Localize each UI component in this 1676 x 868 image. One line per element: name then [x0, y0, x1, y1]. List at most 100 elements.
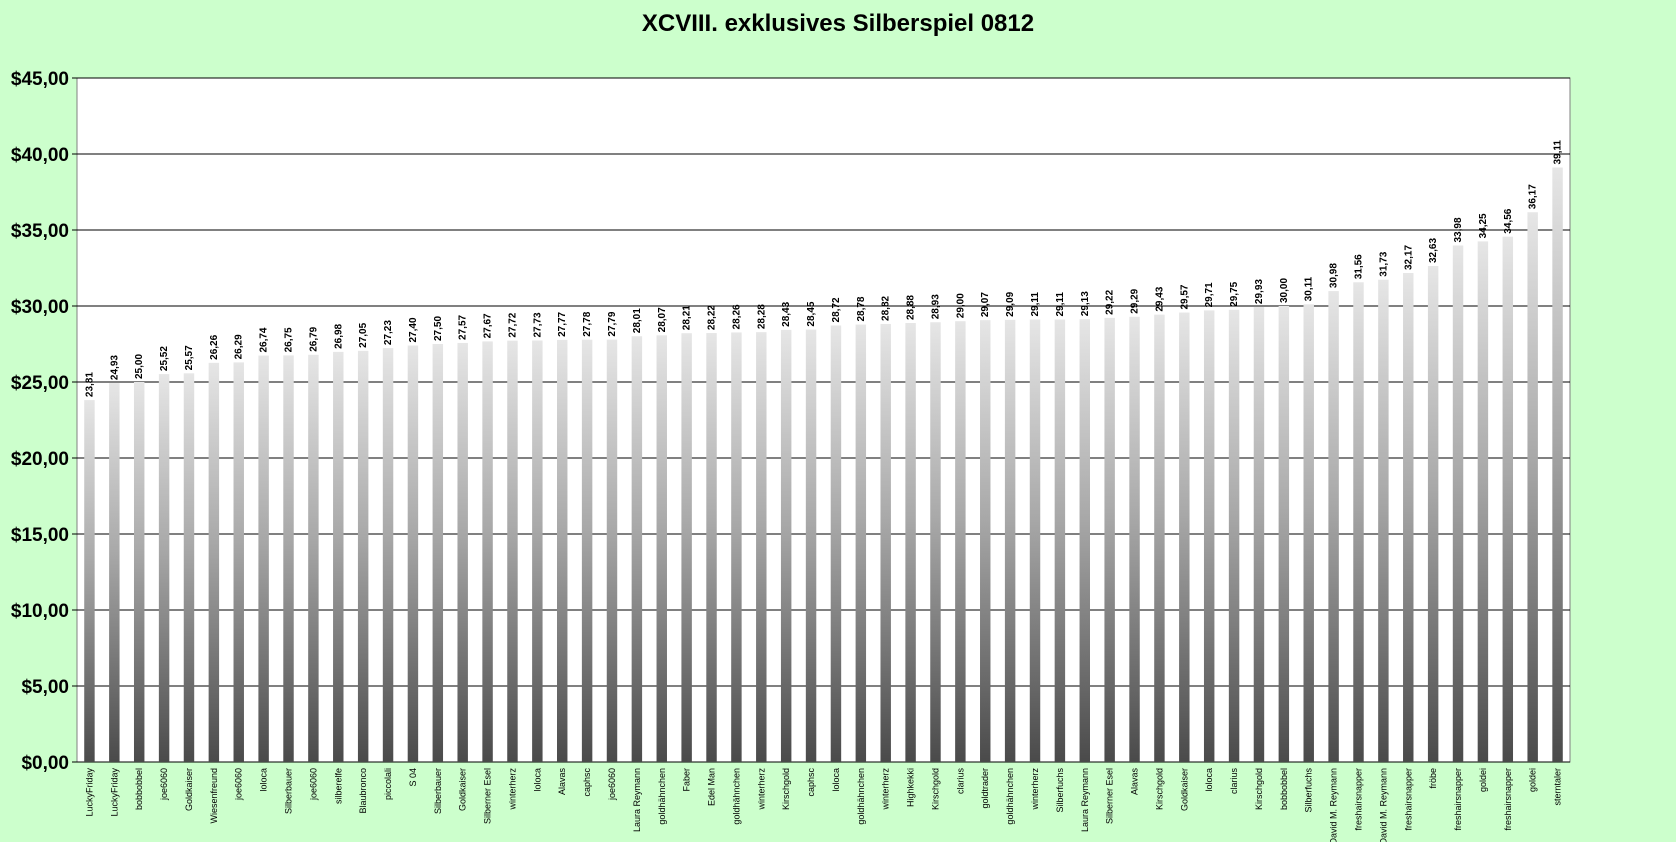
x-tick-label: Silberfuchs [1055, 768, 1065, 813]
y-axis-ticks: $0,00 $5,00 $10,00 $15,00 $20,00 $25,00 $30,00… [11, 69, 69, 774]
x-tick-label: winterherz [756, 768, 766, 811]
bar [1477, 241, 1489, 762]
bar [756, 332, 767, 762]
value-label: 29,11 [1055, 292, 1066, 317]
value-label: 27,57 [458, 314, 469, 339]
bar [1403, 273, 1414, 762]
x-tick-label: Alavas [557, 768, 567, 796]
bar [1004, 319, 1016, 762]
value-label: 28,21 [682, 305, 693, 330]
value-label: 29,75 [1229, 281, 1240, 306]
x-tick-label: loloca [259, 768, 269, 792]
value-label: 28,26 [731, 304, 742, 329]
bar [905, 323, 916, 762]
x-tick-label: loloca [831, 768, 841, 792]
x-tick-label: Goldkaiser [458, 768, 468, 811]
value-label: 31,73 [1378, 251, 1389, 276]
x-tick-label: Silberfuchs [1304, 768, 1314, 813]
bar [830, 325, 842, 762]
value-label: 28,88 [906, 295, 917, 320]
x-tick-label: joe6060 [159, 768, 169, 801]
value-label: 27,72 [507, 312, 518, 337]
gridlines [72, 77, 1570, 763]
x-tick-label: joe6060 [234, 768, 244, 801]
bar [158, 374, 170, 762]
value-label: 29,22 [1105, 289, 1116, 314]
x-tick-label: goldei [1528, 768, 1538, 792]
value-label: 26,75 [284, 327, 295, 352]
value-label: 36,17 [1528, 184, 1539, 209]
value-label: 29,29 [1130, 288, 1141, 313]
bar [109, 383, 120, 762]
bar [1378, 279, 1389, 762]
y-tick-label: $35,00 [11, 221, 69, 242]
value-label: 26,26 [209, 334, 220, 359]
x-tick-label: caphsc [582, 768, 592, 797]
x-tick-label: Edel Man [707, 768, 717, 806]
value-label: 29,71 [1204, 282, 1215, 307]
value-label: 29,11 [1030, 292, 1041, 317]
value-label: 23,81 [84, 372, 95, 397]
bar [333, 351, 344, 762]
y-tick-label: $45,00 [11, 69, 69, 90]
x-tick-label: silberelfe [333, 768, 343, 804]
x-tick-label: clarius [1229, 768, 1239, 795]
value-label: 39,11 [1553, 140, 1564, 165]
bar [258, 355, 269, 762]
x-tick-label: goldhähnchen [731, 768, 741, 825]
bar [681, 333, 692, 762]
value-label: 29,13 [1080, 291, 1091, 316]
x-tick-label: joe6060 [607, 768, 617, 801]
x-tick-label: Kirschgold [781, 768, 791, 810]
bar [1353, 282, 1364, 762]
value-label: 28,78 [856, 296, 867, 321]
value-labels: 23,81 24,93 25,00 25,52 25,57 26,26 26,29 26,74… [84, 140, 1563, 397]
value-label: 26,29 [234, 334, 245, 359]
value-label: 34,56 [1503, 208, 1514, 233]
value-label: 27,23 [383, 320, 394, 345]
x-tick-label: Silberbauer [433, 768, 443, 814]
bar [1427, 266, 1439, 762]
x-tick-label: winterherz [1030, 768, 1040, 811]
bar [581, 339, 593, 762]
bar [656, 335, 667, 762]
bar [1154, 314, 1165, 762]
bar [1129, 316, 1140, 762]
x-tick-label: Blaubronco [358, 768, 368, 814]
value-label: 29,07 [980, 292, 991, 317]
bar [1253, 307, 1265, 762]
x-tick-label: Kirschgold [1154, 768, 1164, 810]
x-tick-label: Silberner Esel [483, 768, 493, 824]
value-label: 28,82 [881, 295, 892, 320]
y-tick-label: $0,00 [21, 753, 69, 774]
bar [930, 322, 941, 762]
bar [1228, 309, 1240, 762]
x-tick-label: freshairsnapper [1353, 768, 1363, 831]
bar [482, 341, 493, 762]
x-tick-label: Faber [682, 768, 692, 792]
bar [631, 336, 643, 762]
x-tick-label: bobbobbel [134, 768, 144, 810]
bar [382, 348, 394, 762]
value-label: 29,93 [1254, 279, 1265, 304]
value-label: 27,67 [483, 313, 494, 338]
value-label: 25,00 [134, 354, 145, 379]
bar [1203, 310, 1215, 762]
x-tick-label: goldhähnchen [856, 768, 866, 825]
value-label: 25,52 [159, 346, 170, 371]
value-label: 26,98 [333, 323, 344, 348]
chart-title: XCVIII. exklusives Silberspiel 0812 [641, 10, 1035, 37]
bar [507, 340, 518, 762]
x-tick-label: sterntaler [1553, 768, 1563, 806]
x-tick-label: LuckyFriday [84, 768, 94, 817]
bar [1328, 291, 1339, 762]
x-tick-label: piccolali [383, 768, 393, 800]
value-label: 30,00 [1279, 278, 1290, 303]
x-tick-label: fröbe [1428, 768, 1438, 789]
bar [283, 355, 294, 762]
value-label: 28,45 [806, 301, 817, 326]
x-tick-label: Laura Reymann [632, 768, 642, 832]
y-tick-label: $5,00 [21, 677, 69, 698]
bar [1104, 317, 1115, 762]
value-label: 27,40 [408, 317, 419, 342]
